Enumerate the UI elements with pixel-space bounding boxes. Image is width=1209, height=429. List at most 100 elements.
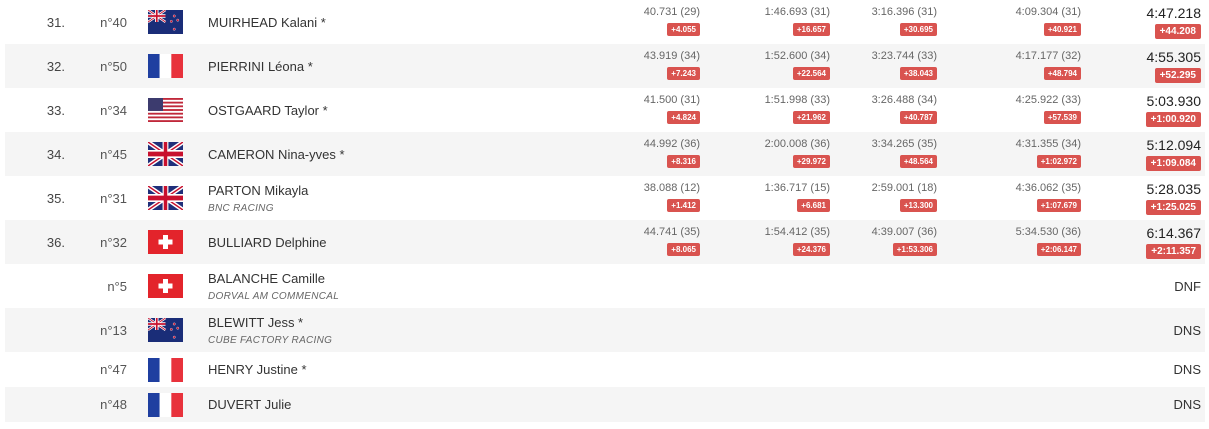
total-gap-badge: +1:09.084 xyxy=(1145,156,1201,171)
table-row[interactable]: 34. n°45 CAMERON Nina-yves * 44.992 (36) +… xyxy=(5,132,1205,176)
rider-name[interactable]: OSTGAARD Taylor * xyxy=(208,102,328,118)
split-gap-badge: +2:06.147 xyxy=(1036,243,1081,256)
split-time: 2:59.001 (18) xyxy=(871,182,937,194)
split-gap-badge: +1.412 xyxy=(667,199,700,212)
table-row[interactable]: n°48 DUVERT Julie DNS xyxy=(5,387,1205,422)
table-row[interactable]: n°5 BALANCHE Camille DORVAL AM COMMENCAL D… xyxy=(5,264,1205,308)
table-row[interactable]: 31. n°40 MUIRHEAD Kalani * 40.731 (29) +4.… xyxy=(5,0,1205,44)
split-4: 4:31.355 (34) +1:02.972 xyxy=(1016,138,1081,168)
rider-name[interactable]: PIERRINI Léona * xyxy=(208,58,313,74)
total-gap-badge: +52.295 xyxy=(1154,68,1201,83)
split-time: 40.731 (29) xyxy=(643,6,700,18)
table-row[interactable]: 36. n°32 BULLIARD Delphine 44.741 (35) +8.… xyxy=(5,220,1205,264)
split-1: 44.992 (36) +8.316 xyxy=(644,138,700,168)
team-name: DORVAL AM COMMENCAL xyxy=(208,290,340,302)
table-row[interactable]: 35. n°31 PARTON Mikayla BNC RACING 38.088 … xyxy=(5,176,1205,220)
rider-name[interactable]: BULLIARD Delphine xyxy=(208,234,327,250)
split-gap-badge: +1:02.972 xyxy=(1036,155,1081,168)
total-gap-badge: +44.208 xyxy=(1154,24,1201,39)
split-gap-badge: +57.539 xyxy=(1043,111,1081,124)
split-4: 4:25.922 (33) +57.539 xyxy=(1016,94,1081,124)
table-row[interactable]: 33. n°34 OSTGAARD Taylor * 41.500 (31) +4.… xyxy=(5,88,1205,132)
split-time: 4:36.062 (35) xyxy=(1015,182,1081,194)
france-flag-icon xyxy=(148,54,183,78)
split-gap-badge: +7.243 xyxy=(667,67,700,80)
rider-name[interactable]: DUVERT Julie xyxy=(208,397,292,412)
bib-number: n°5 xyxy=(107,278,127,294)
split-gap-badge: +8.065 xyxy=(667,243,700,256)
split-gap-badge: +48.564 xyxy=(899,155,937,168)
rider-name[interactable]: BLEWITT Jess * xyxy=(208,314,304,330)
split-3: 3:26.488 (34) +40.787 xyxy=(872,94,937,124)
split-4: 4:09.304 (31) +40.921 xyxy=(1016,6,1081,36)
split-time: 5:34.530 (36) xyxy=(1015,226,1081,238)
split-gap-badge: +22.564 xyxy=(792,67,830,80)
split-1: 38.088 (12) +1.412 xyxy=(644,182,700,212)
total-time: 4:47.218 xyxy=(1146,5,1202,21)
final-time: 6:14.367 +2:11.357 xyxy=(1146,225,1201,259)
total-time: 6:14.367 xyxy=(1146,225,1202,241)
status: DNS xyxy=(1173,322,1201,338)
status: DNF xyxy=(1174,278,1201,294)
rider-name[interactable]: MUIRHEAD Kalani * xyxy=(208,14,326,30)
split-1: 40.731 (29) +4.055 xyxy=(644,6,700,36)
split-4: 4:36.062 (35) +1:07.679 xyxy=(1016,182,1081,212)
usa-flag-icon xyxy=(148,98,183,122)
split-time: 1:36.717 (15) xyxy=(764,182,830,194)
split-time: 3:34.265 (35) xyxy=(871,138,937,150)
split-2: 1:52.600 (34) +22.564 xyxy=(765,50,830,80)
split-time: 4:09.304 (31) xyxy=(1015,6,1081,18)
rider-name[interactable]: CAMERON Nina-yves * xyxy=(208,146,345,162)
split-2: 1:36.717 (15) +6.681 xyxy=(765,182,830,212)
split-time: 4:25.922 (33) xyxy=(1015,94,1081,106)
table-row[interactable]: n°13 BLEWITT Jess * CUBE FACTORY RACING DN… xyxy=(5,308,1205,352)
bib-number: n°32 xyxy=(100,234,127,250)
bib-number: n°13 xyxy=(100,322,127,338)
split-3: 3:16.396 (31) +30.695 xyxy=(872,6,937,36)
split-gap-badge: +13.300 xyxy=(899,199,937,212)
split-time: 44.992 (36) xyxy=(643,138,700,150)
final-time: 5:28.035 +1:25.025 xyxy=(1145,181,1202,215)
split-time: 41.500 (31) xyxy=(643,94,700,106)
split-1: 41.500 (31) +4.824 xyxy=(644,94,700,124)
switzerland-flag-icon xyxy=(148,274,183,298)
split-time: 2:00.008 (36) xyxy=(764,138,830,150)
final-time: 4:47.218 +44.208 xyxy=(1146,5,1202,39)
final-time: 5:03.930 +1:00.920 xyxy=(1145,93,1201,127)
split-gap-badge: +24.376 xyxy=(792,243,830,256)
split-gap-badge: +29.972 xyxy=(792,155,830,168)
split-time: 43.919 (34) xyxy=(643,50,700,62)
team-name: BNC RACING xyxy=(208,202,274,214)
split-gap-badge: +48.794 xyxy=(1043,67,1081,80)
split-gap-badge: +4.824 xyxy=(667,111,700,124)
total-gap-badge: +2:11.357 xyxy=(1146,244,1201,259)
bib-number: n°45 xyxy=(100,146,127,162)
uk-flag-icon xyxy=(147,139,184,169)
split-gap-badge: +1:07.679 xyxy=(1036,199,1081,212)
switzerland-flag-icon xyxy=(148,230,183,254)
split-3: 2:59.001 (18) +13.300 xyxy=(872,182,937,212)
rank: 32. xyxy=(46,58,65,74)
rank: 35. xyxy=(46,190,65,206)
split-time: 1:52.600 (34) xyxy=(764,50,830,62)
split-time: 1:54.412 (35) xyxy=(764,226,830,238)
split-3: 3:23.744 (33) +38.043 xyxy=(872,50,937,80)
table-row[interactable]: n°47 HENRY Justine * DNS xyxy=(5,352,1205,387)
rider-name[interactable]: HENRY Justine * xyxy=(208,362,307,377)
new-zealand-flag-icon xyxy=(147,317,183,342)
table-row[interactable]: 32. n°50 PIERRINI Léona * 43.919 (34) +7.2… xyxy=(5,44,1205,88)
new-zealand-flag-icon xyxy=(147,9,183,34)
split-time: 4:31.355 (34) xyxy=(1015,138,1081,150)
split-gap-badge: +4.055 xyxy=(667,23,700,36)
split-3: 4:39.007 (36) +1:53.306 xyxy=(872,226,937,256)
bib-number: n°48 xyxy=(100,397,127,412)
final-time: 5:12.094 +1:09.084 xyxy=(1145,137,1201,171)
uk-flag-icon xyxy=(147,183,184,213)
total-time: 5:28.035 xyxy=(1146,181,1202,197)
split-3: 3:34.265 (35) +48.564 xyxy=(872,138,937,168)
rider-name[interactable]: BALANCHE Camille xyxy=(208,270,326,286)
split-2: 1:46.693 (31) +16.657 xyxy=(765,6,830,36)
bib-number: n°40 xyxy=(100,14,127,30)
split-gap-badge: +16.657 xyxy=(792,23,830,36)
rider-name[interactable]: PARTON Mikayla xyxy=(208,182,309,198)
